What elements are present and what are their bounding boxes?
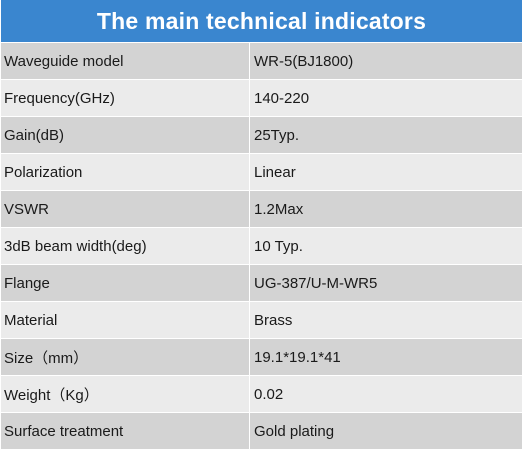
row-label: VSWR	[1, 191, 250, 227]
row-value: UG-387/U-M-WR5	[254, 274, 378, 292]
table-row: 3dB beam width(deg) 10 Typ.	[1, 227, 522, 264]
row-value: 19.1*19.1*41	[254, 348, 341, 366]
row-label: Size（mm）	[1, 339, 250, 375]
table-row: Waveguide model WR-5(BJ1800)	[1, 42, 522, 79]
row-value: 25Typ.	[254, 126, 300, 144]
table-row: VSWR 1.2Max	[1, 190, 522, 227]
table-row: Surface treatment Gold plating	[1, 412, 522, 449]
table-row: Polarization Linear	[1, 153, 522, 190]
table-row: Frequency(GHz) 140-220	[1, 79, 522, 116]
row-label: Waveguide model	[1, 43, 250, 79]
row-label: Surface treatment	[1, 413, 250, 449]
row-value: WR-5(BJ1800)	[254, 52, 354, 70]
row-value: 140-220	[254, 89, 310, 107]
row-value: Gold plating	[254, 422, 335, 440]
row-label: Weight（Kg）	[1, 376, 250, 412]
row-value: 0.02	[254, 385, 284, 403]
row-value: Brass	[254, 311, 293, 329]
row-label: Material	[1, 302, 250, 338]
row-label: 3dB beam width(deg)	[1, 228, 250, 264]
table-row: Size（mm） 19.1*19.1*41	[1, 338, 522, 375]
table-row: Weight（Kg） 0.02	[1, 375, 522, 412]
row-label: Frequency(GHz)	[1, 80, 250, 116]
table-row: Gain(dB) 25Typ.	[1, 116, 522, 153]
row-label: Gain(dB)	[1, 117, 250, 153]
row-label: Polarization	[1, 154, 250, 190]
table-title: The main technical indicators	[1, 0, 522, 42]
row-label: Flange	[1, 265, 250, 301]
row-value: Linear	[254, 163, 296, 181]
table-row: Flange UG-387/U-M-WR5	[1, 264, 522, 301]
table-row: Material Brass	[1, 301, 522, 338]
row-value: 10 Typ.	[254, 237, 303, 255]
row-value: 1.2Max	[254, 200, 304, 218]
